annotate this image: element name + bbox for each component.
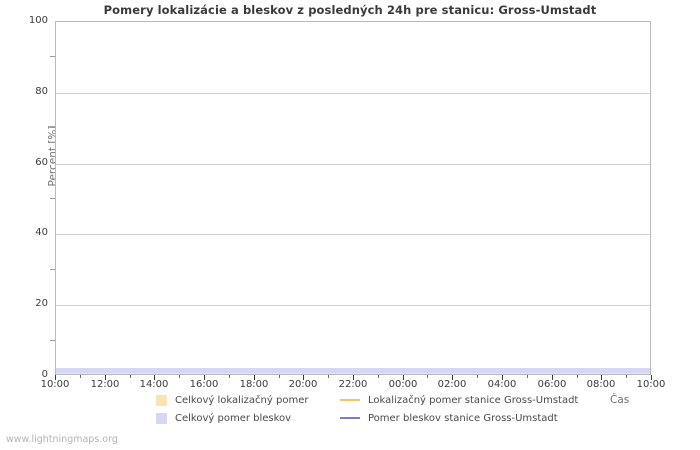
x-tick-label: 12:00 xyxy=(90,379,120,390)
x-major-tick xyxy=(303,375,304,380)
x-major-tick xyxy=(105,375,106,380)
x-tick-label: 06:00 xyxy=(537,379,567,390)
y-minor-tick xyxy=(50,56,55,57)
x-major-tick xyxy=(254,375,255,380)
x-major-tick xyxy=(651,375,652,380)
legend-row: Celkový pomer bleskov Pomer bleskov stan… xyxy=(156,409,626,427)
legend-swatch-line-icon xyxy=(340,417,360,419)
legend-label: Celkový lokalizačný pomer xyxy=(175,394,309,406)
chart-title: Pomery lokalizácie a bleskov z poslednýc… xyxy=(103,3,597,17)
legend-row: Celkový lokalizačný pomer Lokalizačný po… xyxy=(156,391,626,409)
x-tick-label: 02:00 xyxy=(437,379,467,390)
gridline xyxy=(56,164,650,165)
legend-label: Celkový pomer bleskov xyxy=(175,412,292,424)
legend-swatch-line-icon xyxy=(340,399,360,401)
y-tick-label: 80 xyxy=(35,85,48,97)
x-major-tick xyxy=(552,375,553,380)
legend-item-station-locating-ratio[interactable]: Lokalizačný pomer stanice Gross-Umstadt xyxy=(340,391,578,409)
gridline xyxy=(56,305,650,306)
y-minor-tick xyxy=(50,340,55,341)
x-minor-tick xyxy=(130,375,131,378)
legend-swatch-box-icon xyxy=(156,412,167,424)
y-minor-tick xyxy=(50,127,55,128)
y-tick-label: 40 xyxy=(35,227,48,239)
chart-legend: Celkový lokalizačný pomer Lokalizačný po… xyxy=(156,391,626,427)
x-minor-tick xyxy=(378,375,379,378)
legend-item-total-lightning-ratio[interactable]: Celkový pomer bleskov xyxy=(156,409,291,427)
y-minor-tick xyxy=(50,198,55,199)
y-tick-label: 20 xyxy=(35,298,48,310)
x-minor-tick xyxy=(527,375,528,378)
x-tick-label: 04:00 xyxy=(487,379,517,390)
x-minor-tick xyxy=(626,375,627,378)
gridline xyxy=(56,93,650,94)
x-axis-title: Čas xyxy=(610,394,630,406)
x-tick-label: 20:00 xyxy=(288,379,318,390)
x-major-tick xyxy=(204,375,205,380)
x-major-tick xyxy=(353,375,354,380)
y-tick-label: 0 xyxy=(41,369,48,380)
x-tick-label: 10:00 xyxy=(40,379,70,390)
legend-label: Lokalizačný pomer stanice Gross-Umstadt xyxy=(368,394,579,406)
x-major-tick xyxy=(55,375,56,380)
x-major-tick xyxy=(154,375,155,380)
x-major-tick xyxy=(502,375,503,380)
x-minor-tick xyxy=(279,375,280,378)
y-tick-label: 60 xyxy=(35,156,48,168)
x-minor-tick xyxy=(229,375,230,378)
legend-label: Pomer bleskov stanice Gross-Umstadt xyxy=(368,412,558,424)
x-minor-tick xyxy=(577,375,578,378)
x-minor-tick xyxy=(328,375,329,378)
y-minor-tick xyxy=(50,269,55,270)
legend-item-total-locating-ratio[interactable]: Celkový lokalizačný pomer xyxy=(156,391,308,409)
x-minor-tick xyxy=(179,375,180,378)
y-tick-label: 100 xyxy=(28,15,48,26)
x-minor-tick xyxy=(80,375,81,378)
area-total-locating-ratio xyxy=(56,373,650,374)
x-major-tick xyxy=(403,375,404,380)
x-tick-label: 14:00 xyxy=(139,379,169,390)
watermark: www.lightningmaps.org xyxy=(6,434,118,445)
x-tick-label: 00:00 xyxy=(388,379,418,390)
x-tick-label: 16:00 xyxy=(189,379,219,390)
legend-item-station-lightning-ratio[interactable]: Pomer bleskov stanice Gross-Umstadt xyxy=(340,409,558,427)
plot-area xyxy=(55,21,651,375)
line-station-locating-ratio xyxy=(56,373,650,374)
x-tick-label: 08:00 xyxy=(586,379,616,390)
x-major-tick xyxy=(601,375,602,380)
x-minor-tick xyxy=(477,375,478,378)
legend-swatch-box-icon xyxy=(156,394,167,406)
x-tick-label: 10:00 xyxy=(636,379,666,390)
gridline xyxy=(56,234,650,235)
x-minor-tick xyxy=(427,375,428,378)
x-tick-label: 22:00 xyxy=(338,379,368,390)
area-total-lightning-ratio xyxy=(56,367,650,374)
x-major-tick xyxy=(452,375,453,380)
x-tick-label: 18:00 xyxy=(239,379,269,390)
